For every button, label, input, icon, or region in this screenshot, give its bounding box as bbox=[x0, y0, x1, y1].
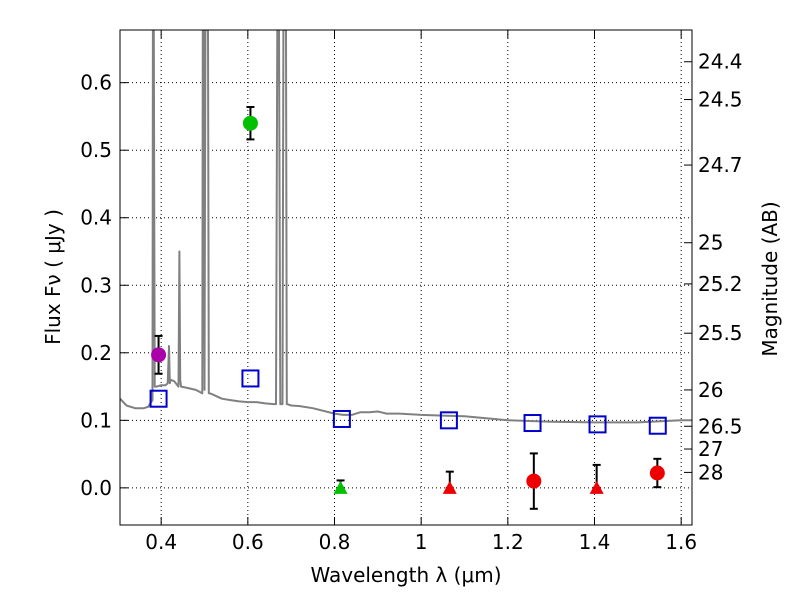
plot-frame bbox=[119, 29, 693, 526]
x-tick-label: 1.6 bbox=[665, 530, 697, 554]
detection-point bbox=[151, 347, 167, 363]
y2-axis-title: Magnitude (AB) bbox=[758, 201, 782, 356]
model-photometry-point bbox=[648, 416, 667, 435]
y-tick-label: 0.4 bbox=[80, 206, 112, 230]
detection-point bbox=[242, 115, 258, 131]
upper-limit-point bbox=[442, 480, 457, 494]
x-tick-label: 1.2 bbox=[492, 530, 524, 554]
data-layer bbox=[120, 30, 692, 510]
model-photometry-point bbox=[241, 369, 260, 388]
y-tick-label: 0.5 bbox=[80, 138, 112, 162]
mag-tick-label: 25 bbox=[698, 231, 723, 255]
x-tick-label: 1.4 bbox=[579, 530, 611, 554]
model-photometry-point bbox=[588, 415, 607, 434]
y-tick-label: 0.2 bbox=[80, 341, 112, 365]
mag-tick-label: 24.4 bbox=[698, 50, 743, 74]
x-axis-title: Wavelength λ (μm) bbox=[310, 563, 501, 587]
y-tick-label: 0.1 bbox=[80, 408, 112, 432]
mag-tick-label: 26.5 bbox=[698, 414, 743, 438]
ticks: 0.4 0.6 0.8 1 1.2 1.4 1.6 0.0 0.1 0.2 0.3 0.4 0.5 0.6… bbox=[80, 30, 743, 554]
model-photometry-point bbox=[332, 409, 351, 428]
detection-point bbox=[526, 473, 542, 489]
upper-limit-point bbox=[589, 480, 604, 494]
y-axis-title: Flux Fν ( μJy ) bbox=[41, 209, 65, 345]
model-photometry-point bbox=[149, 389, 168, 408]
mag-tick-label: 25.2 bbox=[698, 272, 743, 296]
mag-tick-label: 24.5 bbox=[698, 88, 743, 112]
detection-point bbox=[649, 465, 665, 481]
mag-tick-label: 25.5 bbox=[698, 321, 743, 345]
mag-tick-label: 26 bbox=[698, 378, 723, 402]
plot-background bbox=[120, 30, 692, 525]
x-tick-label: 1 bbox=[415, 530, 428, 554]
x-tick-label: 0.8 bbox=[319, 530, 351, 554]
mag-tick-label: 24.7 bbox=[698, 153, 743, 177]
mag-tick-label: 28 bbox=[698, 460, 723, 484]
model-photometry-point bbox=[523, 414, 542, 433]
y-tick-label: 0.3 bbox=[80, 273, 112, 297]
model-sed-line bbox=[120, 30, 692, 424]
x-tick-label: 0.6 bbox=[232, 530, 264, 554]
upper-limit-point bbox=[333, 480, 348, 494]
y-tick-label: 0.0 bbox=[80, 476, 112, 500]
y-tick-label: 0.6 bbox=[80, 71, 112, 95]
mag-tick-label: 27 bbox=[698, 437, 723, 461]
x-tick-label: 0.4 bbox=[145, 530, 177, 554]
model-photometry-point bbox=[439, 411, 458, 430]
